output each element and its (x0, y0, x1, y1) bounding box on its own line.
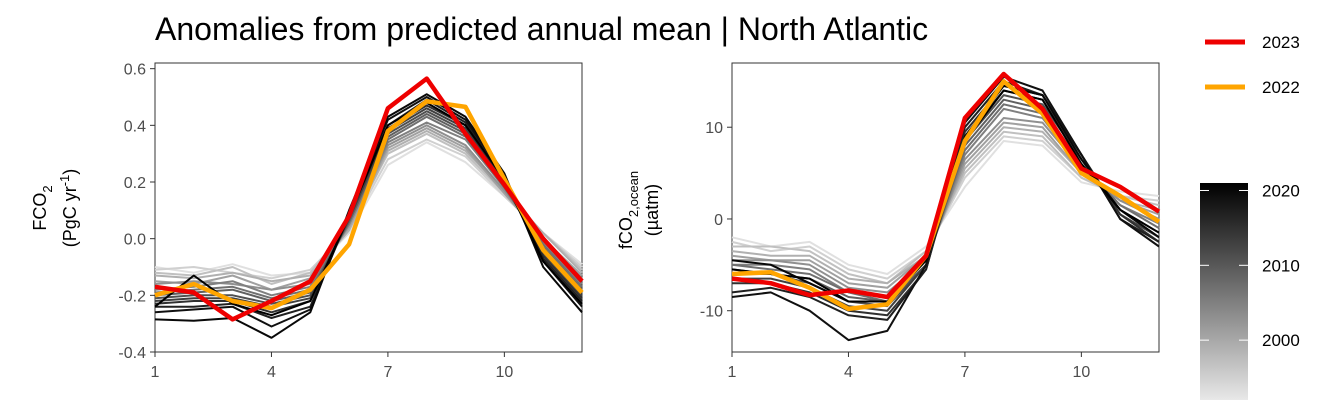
panel-fco2-ocean: -10 0 10 1 4 7 10 fCO2,ocean (µatm) (616, 62, 1161, 381)
x-tick-label: 1 (151, 364, 160, 381)
y-tick-label: 0.6 (124, 62, 146, 79)
y-tick-label: 0 (714, 212, 723, 229)
x-tick-label: 10 (495, 364, 513, 381)
colorbar-tick-label: 2010 (1262, 256, 1300, 275)
colorbar-tick-label: 2020 (1262, 181, 1300, 200)
x-tick-label: 7 (383, 364, 392, 381)
x-tick-label: 10 (1072, 364, 1090, 381)
y-tick-label: -0.4 (118, 345, 146, 362)
y-tick-label: -10 (700, 304, 723, 321)
background-series-lines (731, 75, 1160, 342)
x-axis: 1 4 7 10 (728, 352, 1090, 381)
y-tick-label: 0.2 (124, 175, 146, 192)
background-series-lines (154, 93, 583, 339)
highlight-series-lines (731, 71, 1161, 312)
colorbar-tick-label: 2000 (1262, 331, 1300, 350)
plot-area-frame (731, 62, 1160, 353)
y-axis-title-units: (PgC yr-1) (57, 169, 80, 248)
y-tick-label: -0.2 (118, 288, 146, 305)
chart-title: Anomalies from predicted annual mean | N… (155, 11, 928, 47)
y-tick-label: 10 (705, 120, 723, 137)
x-tick-label: 4 (267, 364, 276, 381)
colorbar-ticks: 2020 2010 2000 (1200, 181, 1300, 350)
y-axis: -10 0 10 (700, 120, 732, 321)
x-tick-label: 7 (960, 364, 969, 381)
x-tick-label: 4 (844, 364, 853, 381)
legend-label-2022: 2022 (1262, 78, 1300, 97)
y-axis-title-units: (µatm) (642, 184, 662, 236)
x-tick-label: 1 (728, 364, 737, 381)
y-axis-title: FCO2 (30, 185, 55, 230)
y-axis: -0.4 -0.2 0.0 0.2 0.4 0.6 (118, 62, 155, 362)
colorbar: 2020 2010 2000 (1200, 181, 1300, 400)
legend-label-2023: 2023 (1262, 33, 1300, 52)
series-line-2022 (731, 79, 1161, 312)
y-tick-label: 0.0 (124, 232, 146, 249)
legend: 2023 2022 (1205, 33, 1300, 97)
y-axis-title: fCO2,ocean (616, 171, 641, 249)
series-line-2023 (154, 76, 584, 322)
x-axis: 1 4 7 10 (151, 352, 513, 381)
colorbar-gradient (1200, 183, 1248, 400)
plot-area-frame (154, 62, 583, 353)
panel-fco2: -0.4 -0.2 0.0 0.2 0.4 0.6 1 4 7 10 FCO2 (PgC yr-… (30, 62, 584, 381)
y-tick-label: 0.4 (124, 118, 146, 135)
highlight-series-lines (154, 76, 584, 322)
series-line-2019 (154, 96, 583, 328)
series-line-1993 (731, 140, 1160, 275)
series-line-2023 (731, 71, 1161, 300)
